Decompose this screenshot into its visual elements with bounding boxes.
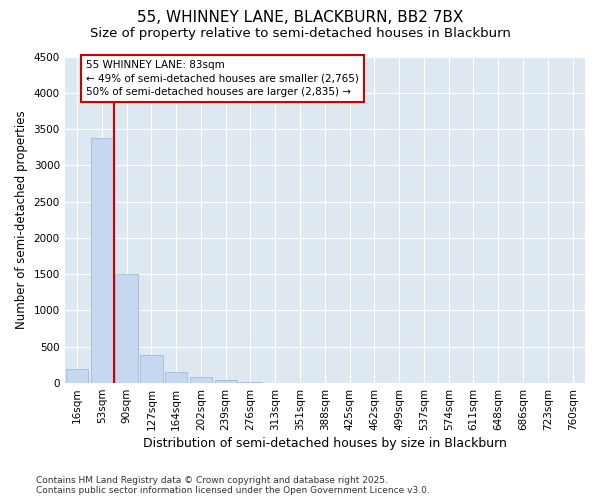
Bar	[66, 368, 88, 383]
Bar	[140, 356, 163, 383]
Bar	[239, 382, 262, 383]
Y-axis label: Number of semi-detached properties: Number of semi-detached properties	[15, 110, 28, 329]
Text: Size of property relative to semi-detached houses in Blackburn: Size of property relative to semi-detach…	[89, 28, 511, 40]
Bar	[115, 274, 138, 383]
X-axis label: Distribution of semi-detached houses by size in Blackburn: Distribution of semi-detached houses by …	[143, 437, 507, 450]
Bar	[165, 372, 187, 383]
Bar	[91, 138, 113, 383]
Bar	[215, 380, 237, 383]
Text: Contains HM Land Registry data © Crown copyright and database right 2025.
Contai: Contains HM Land Registry data © Crown c…	[36, 476, 430, 495]
Bar	[190, 378, 212, 383]
Text: 55, WHINNEY LANE, BLACKBURN, BB2 7BX: 55, WHINNEY LANE, BLACKBURN, BB2 7BX	[137, 10, 463, 25]
Text: 55 WHINNEY LANE: 83sqm
← 49% of semi-detached houses are smaller (2,765)
50% of : 55 WHINNEY LANE: 83sqm ← 49% of semi-det…	[86, 60, 359, 96]
